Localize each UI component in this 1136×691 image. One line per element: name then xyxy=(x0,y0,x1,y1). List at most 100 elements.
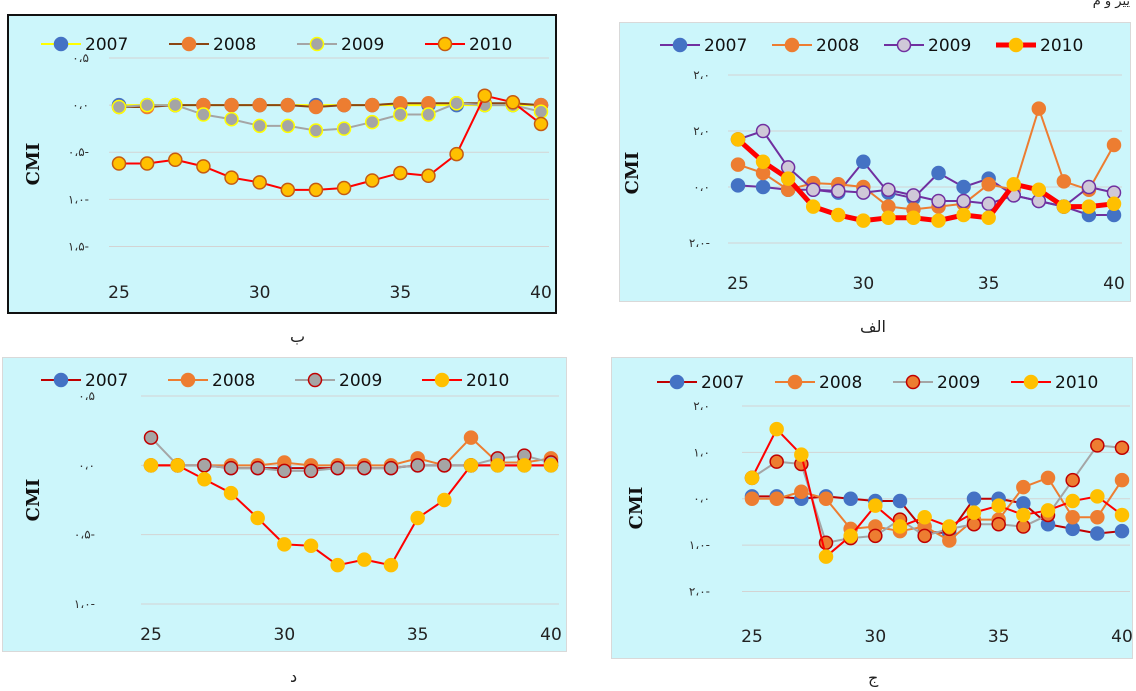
data-point-2008 xyxy=(463,430,479,445)
data-point-2008 xyxy=(308,99,324,115)
data-point-2009 xyxy=(393,107,408,122)
data-point-2010 xyxy=(744,470,760,486)
legend-label: 2009 xyxy=(937,373,980,393)
x-tick-label: 40 xyxy=(1111,627,1133,647)
top-note: ییر و م xyxy=(1092,0,1130,9)
legend-marker xyxy=(181,36,197,52)
data-point-2010 xyxy=(942,519,957,534)
data-point-2009 xyxy=(111,99,127,115)
data-point-2009 xyxy=(1081,179,1097,195)
data-point-2010 xyxy=(168,152,183,168)
data-point-2009 xyxy=(831,183,846,199)
data-point-2007 xyxy=(1114,523,1130,539)
data-point-2009 xyxy=(139,97,155,113)
chart-panel-dal: ۰،۵ ۰،۰ ۰،۵- ۱،۰- 25 30 35 40 CMI 2007 2008 2009 201… xyxy=(2,357,567,652)
legend-label: 2008 xyxy=(213,35,256,55)
chart-panel-jim: ۲،۰ ۱،۰ ۰،۰ ۱،۰- ۲،۰- 25 30 35 40 CMI 2007 2008 2009… xyxy=(611,357,1133,659)
y-tick-label: ۰،۵ xyxy=(78,389,95,403)
data-point-2010 xyxy=(1040,503,1056,518)
legend-marker xyxy=(53,372,69,388)
data-point-2009 xyxy=(223,460,239,476)
data-point-2010 xyxy=(831,207,846,223)
data-point-2009 xyxy=(277,463,292,479)
legend-marker xyxy=(905,374,921,390)
data-point-2010 xyxy=(393,165,408,181)
legend-marker xyxy=(309,36,325,52)
data-point-2007 xyxy=(843,491,858,506)
legend-label: 2009 xyxy=(341,35,384,55)
x-tick-label: 30 xyxy=(853,274,875,294)
data-point-2010 xyxy=(755,154,771,170)
y-tick-label: ۲،۰- xyxy=(689,236,710,250)
data-point-2010 xyxy=(956,207,971,223)
chart-panel-alef: ۲،۰ ۲،۰ ۰،۰ ۲،۰- 25 30 35 40 CMI 2007 2008 2009 2010 xyxy=(619,22,1131,302)
data-point-2010 xyxy=(437,492,452,508)
y-tick-label: ۱،۰- xyxy=(68,192,89,206)
data-point-2010 xyxy=(931,213,946,228)
data-point-2009 xyxy=(868,528,883,544)
data-point-2008 xyxy=(1114,472,1130,488)
x-tick-label: 25 xyxy=(108,283,130,303)
data-point-2010 xyxy=(410,510,425,526)
y-tick-label: ۰،۰ xyxy=(72,98,89,112)
data-point-2010 xyxy=(143,458,159,473)
data-point-2010 xyxy=(805,199,821,214)
data-point-2009 xyxy=(308,123,324,138)
y-tick-label: ۰،۵- xyxy=(74,528,95,542)
data-point-2010 xyxy=(196,159,211,174)
legend-marker xyxy=(1008,37,1024,53)
data-point-2009 xyxy=(533,104,549,119)
data-point-2010 xyxy=(383,557,399,573)
legend-label: 2007 xyxy=(701,373,744,393)
legend-label: 2007 xyxy=(704,36,747,56)
x-tick-label: 40 xyxy=(530,283,552,303)
y-axis-label: CMI xyxy=(626,487,647,530)
data-point-2009 xyxy=(250,460,265,476)
legend-label: 2008 xyxy=(819,373,862,393)
x-tick-label: 30 xyxy=(274,625,296,645)
data-point-2008 xyxy=(1056,174,1072,189)
data-point-2010 xyxy=(780,171,796,186)
data-point-2009 xyxy=(421,107,436,122)
data-point-2009 xyxy=(196,107,211,122)
data-point-2009 xyxy=(330,460,345,476)
y-tick-label: ۰،۵- xyxy=(68,145,89,159)
data-point-2010 xyxy=(1090,489,1105,504)
chart-svg-be: ۰،۵ ۰،۰ ۰،۵- ۱،۰- ۱،۵- 25 30 35 40 CMI 2007 2008 200… xyxy=(23,35,552,303)
series-line-2009 xyxy=(150,436,552,472)
data-point-2009 xyxy=(197,458,212,473)
data-point-2010 xyxy=(357,552,372,567)
data-point-2008 xyxy=(280,97,296,113)
data-point-2007 xyxy=(966,491,982,506)
data-point-2007 xyxy=(1090,526,1105,541)
data-point-2010 xyxy=(250,510,265,526)
legend-label: 2010 xyxy=(466,371,509,391)
data-point-2010 xyxy=(1056,199,1072,214)
data-point-2009 xyxy=(357,460,372,476)
legend-label: 2007 xyxy=(85,371,128,391)
data-point-2009 xyxy=(449,95,464,111)
y-axis-label: CMI xyxy=(23,143,44,186)
data-point-2009 xyxy=(917,528,932,544)
data-point-2010 xyxy=(308,182,324,198)
data-point-2010 xyxy=(280,182,296,198)
data-point-2008 xyxy=(730,157,746,172)
chart-panel-be: ۰،۵ ۰،۰ ۰،۵- ۱،۰- ۱،۵- 25 30 35 40 CMI 2007 2008 200… xyxy=(7,14,557,314)
data-point-2010 xyxy=(170,458,185,473)
data-point-2009 xyxy=(981,196,996,212)
caption-dal: د xyxy=(290,667,298,686)
data-point-2008 xyxy=(252,97,267,113)
legend-label: 2008 xyxy=(816,36,859,56)
legend-marker xyxy=(1023,374,1039,390)
data-point-2008 xyxy=(1065,510,1080,525)
data-point-2010 xyxy=(794,447,809,462)
data-point-2010 xyxy=(881,210,896,226)
data-point-2009 xyxy=(1114,440,1130,455)
data-point-2009 xyxy=(991,516,1006,532)
data-point-2010 xyxy=(449,146,464,162)
data-point-2010 xyxy=(991,498,1006,513)
y-tick-label: ۱،۰- xyxy=(689,538,710,552)
series-line-2009 xyxy=(737,130,1115,208)
data-point-2010 xyxy=(1065,493,1080,509)
y-tick-label: ۰،۵ xyxy=(72,51,89,65)
